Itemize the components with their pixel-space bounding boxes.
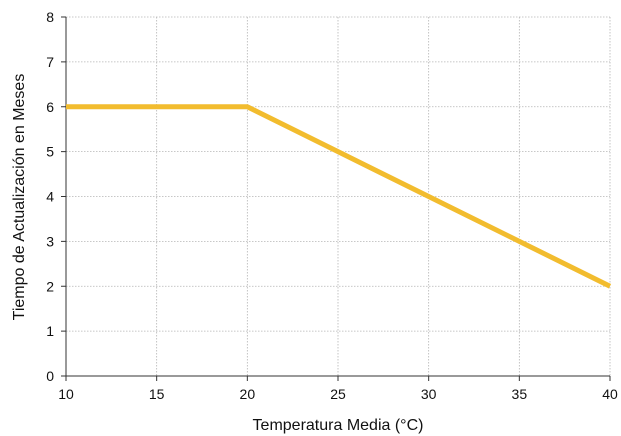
y-tick-label: 2 bbox=[46, 278, 54, 294]
y-tick-label: 4 bbox=[46, 189, 54, 205]
x-tick-label: 15 bbox=[149, 386, 165, 402]
y-tick-label: 6 bbox=[46, 99, 54, 115]
y-tick-label: 7 bbox=[46, 54, 54, 70]
y-axis-title: Tiempo de Actualización en Meses bbox=[11, 74, 28, 321]
series-line bbox=[66, 104, 612, 289]
y-tick-label: 3 bbox=[46, 233, 54, 249]
tick-labels: 0 1 2 3 4 5 6 7 8 10 15 20 25 30 35 40 bbox=[46, 9, 618, 402]
x-tick-label: 25 bbox=[330, 386, 346, 402]
x-tick-label: 35 bbox=[512, 386, 528, 402]
grid bbox=[66, 16, 611, 376]
x-tick-label: 20 bbox=[240, 386, 256, 402]
x-axis-title: Temperatura Media (°C) bbox=[253, 417, 424, 434]
y-tick-label: 5 bbox=[46, 144, 54, 160]
series bbox=[66, 104, 612, 289]
x-tick-label: 30 bbox=[421, 386, 437, 402]
y-tick-label: 8 bbox=[46, 9, 54, 25]
axes bbox=[61, 16, 611, 381]
y-tick-label: 1 bbox=[46, 323, 54, 339]
y-tick-label: 0 bbox=[46, 368, 54, 384]
x-tick-label: 40 bbox=[602, 386, 618, 402]
x-tick-label: 10 bbox=[58, 386, 74, 402]
